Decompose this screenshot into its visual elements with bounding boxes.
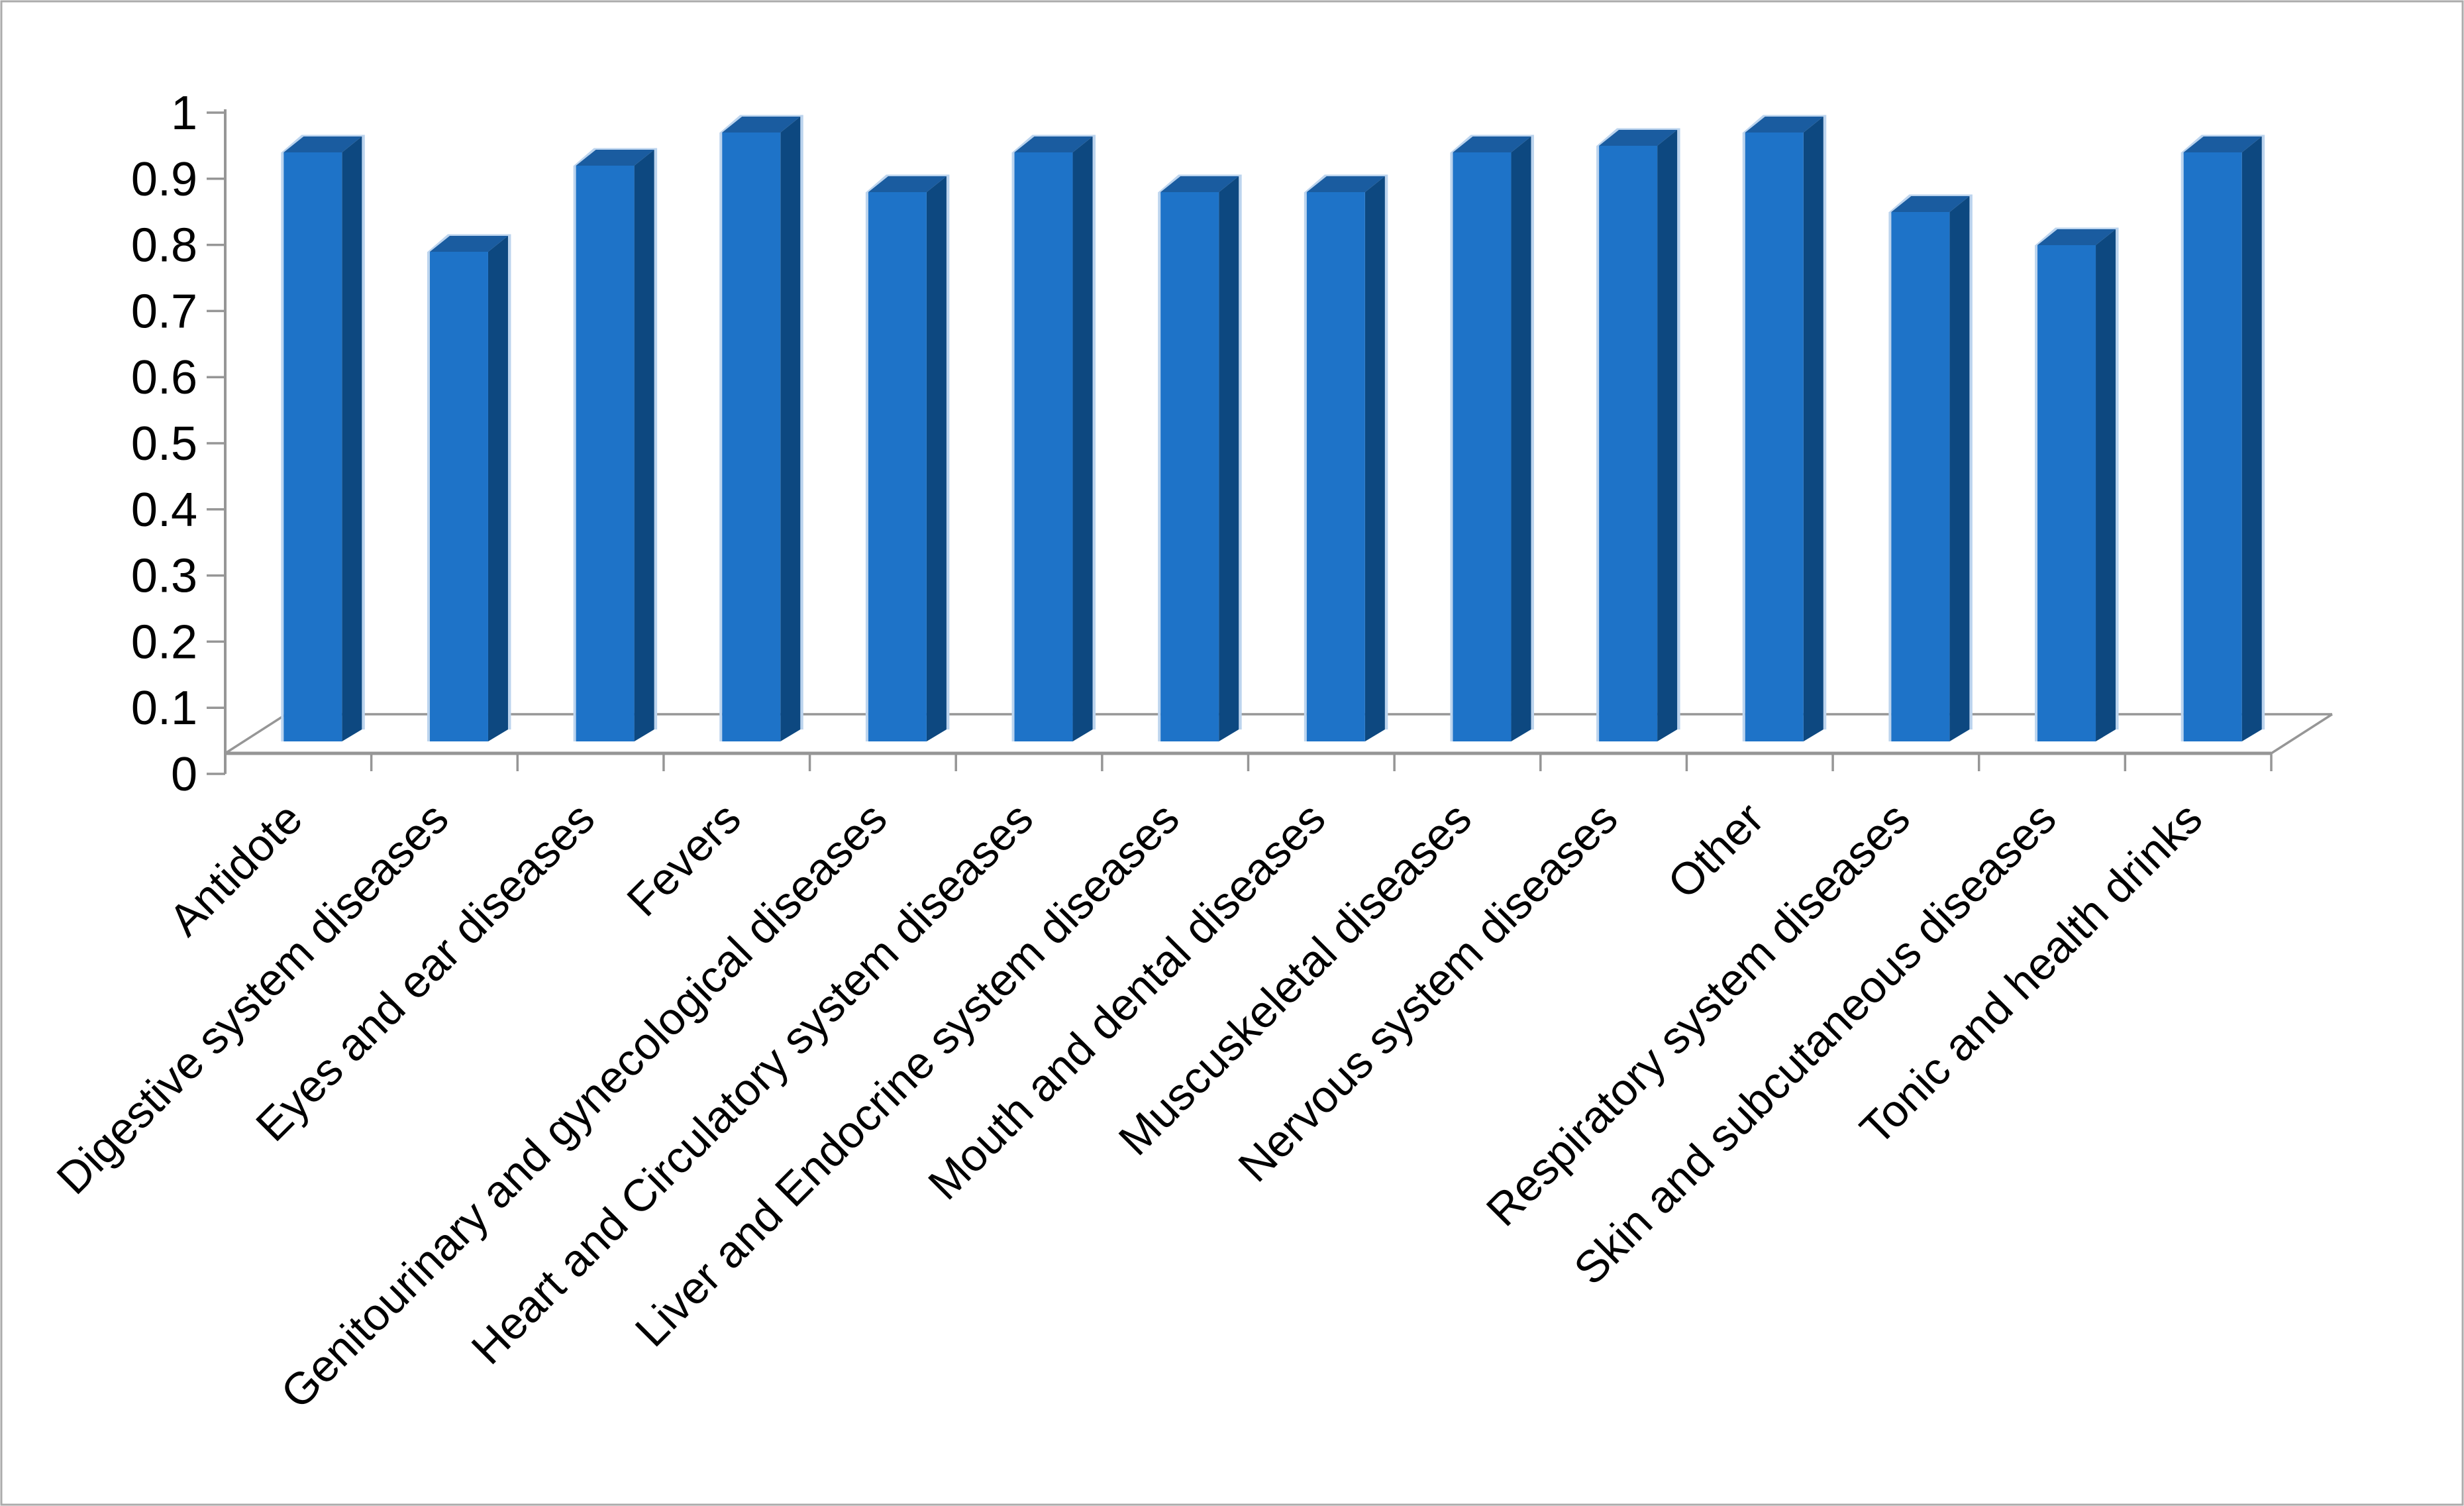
- floor-left-edge: [225, 713, 287, 755]
- bar-1: [281, 134, 365, 741]
- bar-side-face: [2096, 229, 2116, 741]
- bar-front-face: [1745, 133, 1804, 741]
- bar-top-face: [1453, 136, 1531, 152]
- bar-top-face: [283, 136, 362, 152]
- bar-side-face: [342, 136, 362, 741]
- bar-front-face: [722, 133, 781, 741]
- bar-10: [1596, 128, 1680, 741]
- bar-top-face: [722, 117, 801, 133]
- floor-right-edge: [2271, 713, 2333, 755]
- y-axis-label: 0.6: [131, 351, 197, 404]
- bar-front-face: [2037, 245, 2096, 741]
- bar-side-face: [634, 150, 654, 741]
- y-axis-label: 0.7: [131, 285, 197, 338]
- y-axis-label: 0.3: [131, 550, 197, 603]
- bar-front-face: [2183, 152, 2242, 741]
- bar-side-face: [780, 117, 801, 741]
- bar-13: [2035, 227, 2119, 741]
- y-axis-label: 0: [171, 748, 197, 801]
- y-axis-label: 0.2: [131, 616, 197, 669]
- bar-front-face: [429, 252, 488, 741]
- bar-side-face: [926, 176, 947, 741]
- bar-side-face: [1072, 136, 1093, 741]
- bar-side-face: [1657, 130, 1678, 741]
- bar-top-face: [1745, 117, 1823, 133]
- bar-front-face: [1014, 152, 1073, 741]
- bar-side-face: [488, 236, 508, 741]
- y-axis-label: 0.8: [131, 219, 197, 272]
- bar-top-face: [576, 150, 654, 166]
- bar-side-face: [1364, 176, 1385, 741]
- y-axis-label: 0.5: [131, 417, 197, 470]
- bar-8: [1304, 174, 1388, 741]
- bar-front-face: [576, 166, 635, 741]
- bar-front-face: [1160, 192, 1219, 741]
- bar-side-face: [1219, 176, 1239, 741]
- bar-5: [865, 174, 950, 741]
- bar-side-face: [1803, 117, 1823, 741]
- bar-top-face: [1014, 136, 1093, 152]
- bar-top-face: [1306, 176, 1385, 192]
- y-axis-label: 1: [171, 87, 197, 140]
- bar-11: [1742, 115, 1827, 741]
- bar-front-face: [1599, 146, 1658, 741]
- bar-14: [2181, 134, 2265, 741]
- bar-9: [1450, 134, 1534, 741]
- bar-top-face: [868, 176, 947, 192]
- bar-3: [573, 148, 658, 741]
- bar-front-face: [1891, 212, 1950, 741]
- y-axis-label: 0.4: [131, 484, 197, 537]
- bar-top-face: [2037, 229, 2116, 245]
- bar-top-face: [1160, 176, 1239, 192]
- bar-front-face: [1453, 152, 1512, 741]
- bar-front-face: [868, 192, 927, 741]
- bar-7: [1158, 174, 1242, 741]
- bar-side-face: [1949, 196, 1970, 741]
- bar-top-face: [1891, 196, 1970, 212]
- bar-side-face: [2241, 136, 2262, 741]
- bar-4: [719, 115, 803, 741]
- bar-top-face: [1599, 130, 1678, 146]
- bar-top-face: [2183, 136, 2262, 152]
- y-axis-label: 0.1: [131, 682, 197, 735]
- bar-6: [1011, 134, 1096, 741]
- bar-front-face: [1306, 192, 1365, 741]
- bar-front-face: [283, 152, 342, 741]
- y-axis-label: 0.9: [131, 153, 197, 206]
- bar-12: [1888, 194, 1973, 741]
- bar-2: [427, 234, 511, 741]
- bar-side-face: [1511, 136, 1531, 741]
- bar-top-face: [429, 236, 508, 252]
